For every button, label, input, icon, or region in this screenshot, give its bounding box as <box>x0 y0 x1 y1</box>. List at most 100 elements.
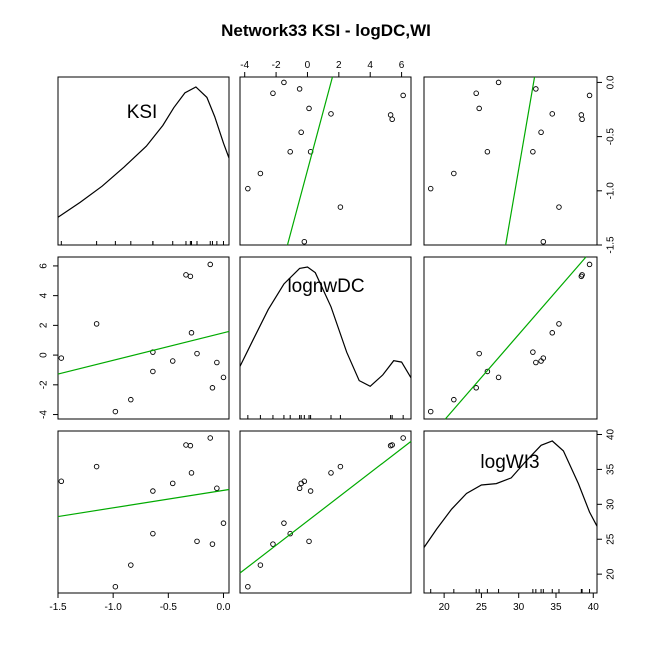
chart-title: Network33 KSI - logDC,WI <box>221 21 431 40</box>
point-KSI-vs-logWI3-11 <box>586 92 593 99</box>
point-lognwDC-vs-logWI3-11 <box>586 261 593 268</box>
point-lognwDC-vs-logWI3-12 <box>473 385 479 391</box>
y-tick-label-left-lognwDC-1: -2 <box>39 380 50 389</box>
point-logWI3-vs-lognwDC-5 <box>287 530 293 537</box>
point-lognwDC-vs-KSI-7 <box>183 272 189 278</box>
point-logWI3-vs-KSI-5 <box>150 530 156 537</box>
point-KSI-vs-logWI3-4 <box>530 149 536 155</box>
point-KSI-vs-logWI3-14 <box>495 79 502 86</box>
point-logWI3-vs-lognwDC-12 <box>270 541 276 547</box>
point-KSI-vs-lognwDC-10 <box>306 105 312 112</box>
point-KSI-vs-lognwDC-9 <box>328 111 334 117</box>
point-lognwDC-vs-KSI-1 <box>93 321 100 327</box>
point-lognwDC-vs-KSI-10 <box>194 350 200 357</box>
x-tick-label-bottom-logWI3-1: 25 <box>476 602 488 613</box>
x-tick-label-bottom-KSI-0: -1.5 <box>49 602 67 613</box>
point-lognwDC-vs-logWI3-14 <box>495 374 502 381</box>
density-curve-logWI3 <box>423 440 598 548</box>
point-KSI-vs-logWI3-10 <box>476 105 482 112</box>
point-logWI3-vs-lognwDC-13 <box>296 485 303 492</box>
point-logWI3-vs-lognwDC-2 <box>245 583 251 590</box>
y-tick-label-right-logWI3-2: 30 <box>606 498 617 510</box>
point-KSI-vs-lognwDC-13 <box>296 86 303 92</box>
point-lognwDC-vs-KSI-14 <box>220 374 227 381</box>
point-logWI3-vs-KSI-9 <box>188 470 195 476</box>
point-lognwDC-vs-KSI-11 <box>207 261 213 268</box>
point-logWI3-vs-lognwDC-1 <box>337 463 344 470</box>
x-tick-label-bottom-logWI3-0: 20 <box>439 602 451 613</box>
y-tick-label-left-lognwDC-2: 0 <box>39 352 50 358</box>
point-KSI-vs-logWI3-3 <box>451 170 457 177</box>
x-tick-label-bottom-KSI-1: -1.0 <box>105 602 123 613</box>
panel-frame-1-0 <box>57 256 230 420</box>
point-lognwDC-vs-KSI-12 <box>209 385 216 391</box>
fit-line-logWI3-vs-KSI <box>57 488 230 518</box>
fit-line-logWI3-vs-lognwDC <box>239 440 412 574</box>
x-tick-label-top-lognwDC-5: 6 <box>399 60 405 71</box>
point-logWI3-vs-KSI-3 <box>128 562 134 568</box>
point-logWI3-vs-lognwDC-3 <box>257 562 264 568</box>
point-KSI-vs-logWI3-1 <box>556 204 562 210</box>
y-tick-label-right-logWI3-0: 20 <box>606 568 617 580</box>
point-logWI3-vs-KSI-12 <box>209 541 216 547</box>
point-KSI-vs-lognwDC-8 <box>387 112 394 118</box>
point-KSI-vs-logWI3-5 <box>484 149 491 155</box>
x-tick-label-bottom-KSI-3: 0.0 <box>217 602 231 613</box>
panel-frame-2-2 <box>423 430 598 594</box>
point-logWI3-vs-KSI-0 <box>58 478 65 485</box>
x-tick-label-bottom-KSI-2: -0.5 <box>160 602 178 613</box>
point-lognwDC-vs-KSI-5 <box>150 368 156 375</box>
point-lognwDC-vs-logWI3-3 <box>451 396 457 403</box>
variable-label-lognwDC: lognwDC <box>287 276 364 297</box>
point-KSI-vs-lognwDC-0 <box>301 238 308 245</box>
point-lognwDC-vs-KSI-6 <box>169 358 176 364</box>
panel-frame-0-2 <box>423 76 598 246</box>
point-logWI3-vs-KSI-13 <box>214 485 220 492</box>
point-KSI-vs-logWI3-9 <box>549 111 556 117</box>
point-lognwDC-vs-logWI3-5 <box>484 368 491 375</box>
point-logWI3-vs-lognwDC-8 <box>387 442 394 449</box>
point-lognwDC-vs-logWI3-13 <box>533 359 539 366</box>
x-tick-label-bottom-logWI3-2: 30 <box>513 602 525 613</box>
y-tick-label-right-KSI-2: -0.5 <box>606 128 617 146</box>
point-lognwDC-vs-logWI3-2 <box>427 408 434 415</box>
y-tick-label-right-logWI3-3: 35 <box>606 463 617 475</box>
point-lognwDC-vs-KSI-13 <box>214 359 220 366</box>
point-KSI-vs-lognwDC-2 <box>245 185 251 192</box>
point-logWI3-vs-KSI-1 <box>93 463 100 470</box>
point-logWI3-vs-lognwDC-11 <box>400 435 406 441</box>
point-logWI3-vs-lognwDC-6 <box>298 480 304 487</box>
point-logWI3-vs-KSI-2 <box>112 583 119 590</box>
y-tick-label-right-KSI-1: -1.0 <box>606 182 617 200</box>
point-lognwDC-vs-KSI-0 <box>58 355 65 361</box>
point-KSI-vs-logWI3-13 <box>533 86 539 92</box>
point-KSI-vs-logWI3-8 <box>578 112 585 118</box>
y-tick-label-left-lognwDC-4: 4 <box>39 292 50 298</box>
point-lognwDC-vs-logWI3-8 <box>578 273 585 280</box>
x-tick-label-top-lognwDC-4: 4 <box>367 60 373 71</box>
y-tick-label-left-lognwDC-3: 2 <box>39 322 50 328</box>
panel-frame-2-0 <box>57 430 230 594</box>
point-lognwDC-vs-logWI3-10 <box>476 350 482 357</box>
point-logWI3-vs-KSI-6 <box>169 480 176 487</box>
point-KSI-vs-lognwDC-14 <box>281 79 287 86</box>
panel-frame-0-1 <box>239 76 412 246</box>
point-lognwDC-vs-KSI-9 <box>188 330 195 336</box>
point-KSI-vs-logWI3-6 <box>538 129 544 136</box>
panel-frame-1-2 <box>423 256 598 420</box>
point-lognwDC-vs-logWI3-1 <box>556 321 562 327</box>
point-KSI-vs-lognwDC-1 <box>337 204 344 210</box>
x-tick-label-top-lognwDC-3: 2 <box>336 60 342 71</box>
fit-line-lognwDC-vs-logWI3 <box>444 256 587 420</box>
y-tick-label-left-lognwDC-5: 6 <box>39 263 50 269</box>
panel-frame-2-1 <box>239 430 412 594</box>
point-logWI3-vs-KSI-14 <box>220 520 227 526</box>
point-KSI-vs-logWI3-0 <box>540 238 547 245</box>
point-logWI3-vs-KSI-8 <box>187 442 194 449</box>
point-logWI3-vs-KSI-11 <box>207 435 213 441</box>
fit-line-KSI-vs-logWI3 <box>505 76 536 246</box>
variable-label-logWI3: logWI3 <box>480 452 539 473</box>
x-tick-label-top-lognwDC-2: 0 <box>305 60 311 71</box>
density-curve-KSI <box>57 86 230 218</box>
